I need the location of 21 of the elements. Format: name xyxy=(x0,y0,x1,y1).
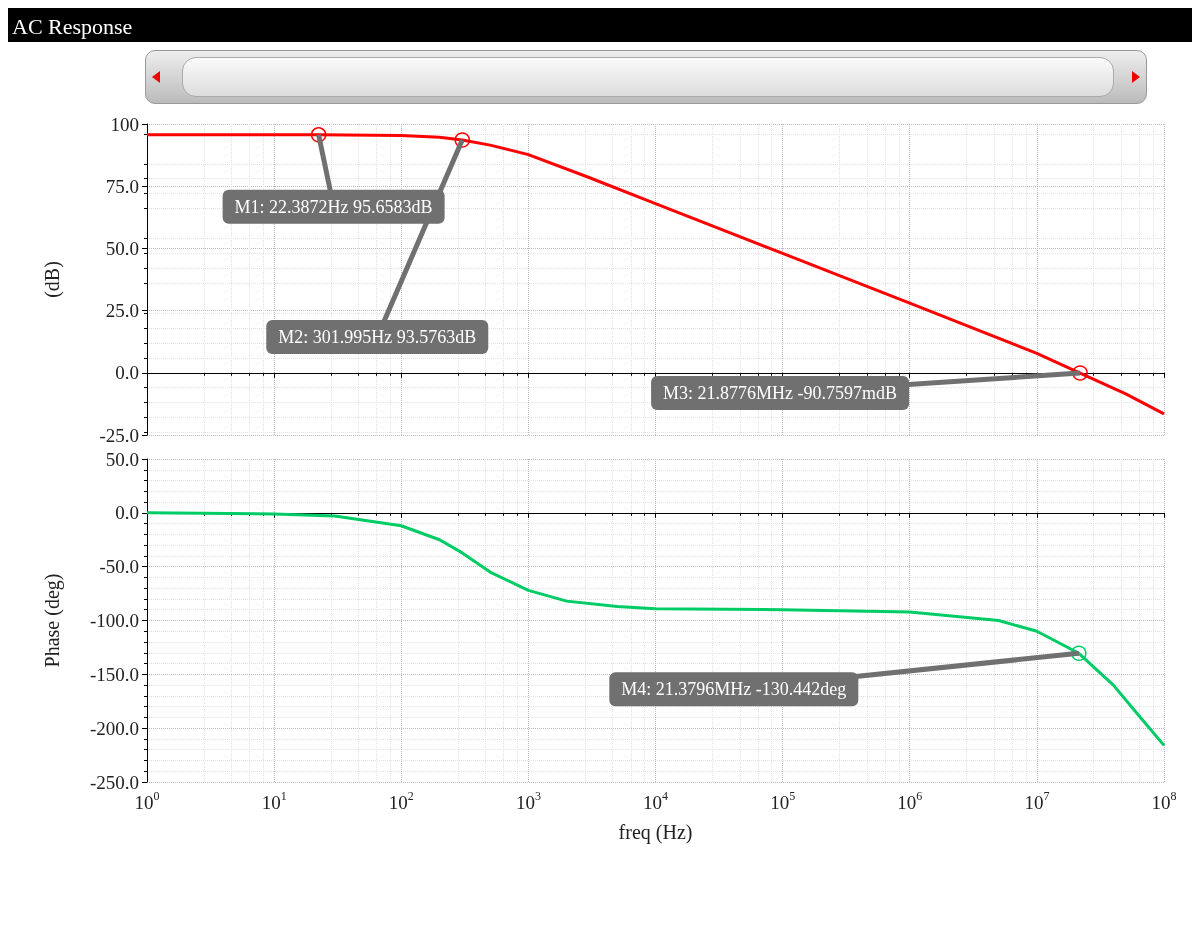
y-tick-label: 50.0 xyxy=(105,448,139,470)
chart-title: AC Response xyxy=(8,8,1192,42)
y-tick-label: 100 xyxy=(110,113,139,135)
annotation: M1: 22.3872Hz 95.6583dB xyxy=(234,196,433,217)
annotation: M2: 301.995Hz 93.5763dB xyxy=(278,326,477,347)
y-tick-label: 0.0 xyxy=(115,362,139,384)
annotation: M3: 21.8776MHz -90.7597mdB xyxy=(663,383,898,404)
y-tick-label: -50.0 xyxy=(99,556,139,578)
y-tick-label: -200.0 xyxy=(89,717,139,739)
x-axis-title: freq (Hz) xyxy=(618,821,693,844)
y-tick-label: 50.0 xyxy=(105,237,139,259)
y-tick-label: -250.0 xyxy=(89,771,139,793)
annotation: M4: 21.3796MHz -130.442deg xyxy=(621,679,847,700)
y-axis-title: (dB) xyxy=(41,261,64,298)
y-tick-label: -100.0 xyxy=(89,610,139,631)
y-tick-label: 25.0 xyxy=(105,300,139,322)
y-tick-label: 0.0 xyxy=(115,502,139,524)
y-tick-label: -25.0 xyxy=(99,424,139,446)
y-tick-label: 75.0 xyxy=(105,175,139,197)
y-tick-label: -150.0 xyxy=(89,663,139,685)
y-axis-title: Phase (deg) xyxy=(41,573,64,668)
